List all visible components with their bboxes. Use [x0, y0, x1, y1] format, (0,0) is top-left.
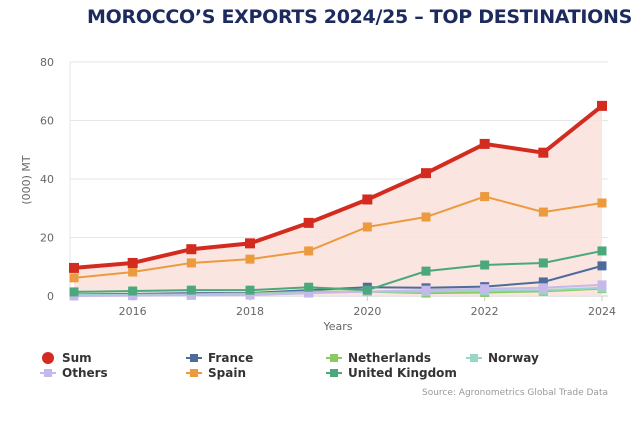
- data-point: [538, 277, 548, 287]
- legend-label: Others: [62, 366, 108, 380]
- data-point: [245, 238, 255, 249]
- legend-marker: [42, 352, 54, 364]
- data-point: [128, 286, 138, 296]
- data-point: [245, 285, 255, 295]
- legend-item-norway[interactable]: Norway: [466, 351, 539, 365]
- legend-marker: [330, 369, 338, 377]
- legend-label: United Kingdom: [348, 366, 457, 380]
- x-tick-label: 2024: [588, 305, 616, 318]
- series-spain: [69, 192, 607, 283]
- data-point: [597, 198, 607, 208]
- data-point: [480, 284, 490, 294]
- data-point: [69, 287, 79, 297]
- legend-label: Spain: [208, 366, 246, 380]
- data-point: [128, 267, 138, 277]
- x-tick-label: 2016: [119, 305, 147, 318]
- data-point: [479, 138, 490, 149]
- data-point: [597, 261, 607, 271]
- chart-title: MOROCCO’S EXPORTS 2024/25 – TOP DESTINAT…: [87, 6, 632, 28]
- data-point: [421, 285, 431, 295]
- y-tick-label: 40: [40, 173, 54, 186]
- data-point: [538, 258, 548, 268]
- data-point: [128, 291, 138, 301]
- data-point: [245, 254, 255, 264]
- data-point: [597, 246, 607, 256]
- legend-label: Sum: [62, 351, 92, 365]
- data-point: [304, 246, 314, 256]
- data-point: [538, 147, 549, 158]
- legend-item-others[interactable]: Others: [40, 366, 108, 380]
- data-point: [480, 260, 490, 270]
- legend-label: Norway: [488, 351, 539, 365]
- data-point: [186, 290, 196, 300]
- data-point: [538, 283, 548, 293]
- series-united-kingdom: [69, 246, 607, 297]
- series-sum: [69, 100, 607, 273]
- data-point: [127, 257, 138, 268]
- data-point: [480, 192, 490, 202]
- series-line: [73, 283, 603, 297]
- data-point: [421, 168, 431, 179]
- data-point: [362, 285, 372, 295]
- data-point: [597, 100, 607, 111]
- data-point: [186, 244, 197, 255]
- data-point: [245, 290, 255, 300]
- series-line: [73, 249, 603, 293]
- series-line: [73, 104, 604, 270]
- legend-marker: [190, 354, 198, 362]
- data-point: [597, 280, 607, 290]
- legend-item-united-kingdom[interactable]: United Kingdom: [326, 366, 457, 380]
- y-tick-label: 0: [47, 290, 54, 303]
- y-tick-label: 80: [40, 56, 54, 69]
- data-point: [186, 285, 196, 295]
- y-tick-label: 20: [40, 232, 54, 245]
- source-note: Source: Agronometrics Global Trade Data: [422, 388, 608, 398]
- data-point: [362, 194, 373, 205]
- y-tick-label: 60: [40, 115, 54, 128]
- data-point: [69, 273, 79, 283]
- legend-item-sum[interactable]: Sum: [42, 351, 92, 365]
- legend-item-france[interactable]: France: [186, 351, 253, 365]
- x-axis-title: Years: [322, 320, 352, 333]
- data-point: [69, 262, 79, 273]
- legend-marker: [44, 369, 52, 377]
- data-point: [538, 207, 548, 217]
- data-point: [362, 222, 372, 232]
- legend-item-netherlands[interactable]: Netherlands: [326, 351, 431, 365]
- data-point: [304, 282, 314, 292]
- x-tick-label: 2020: [353, 305, 381, 318]
- legend-label: France: [208, 351, 253, 365]
- x-tick-label: 2022: [471, 305, 499, 318]
- y-axis-title: (000) MT: [20, 155, 33, 205]
- data-point: [421, 266, 431, 276]
- legend-label: Netherlands: [348, 351, 431, 365]
- legend-marker: [190, 369, 198, 377]
- data-point: [303, 217, 314, 228]
- legend-item-spain[interactable]: Spain: [186, 366, 246, 380]
- series-line: [73, 195, 603, 279]
- legend-marker: [330, 354, 338, 362]
- sum-area: [74, 105, 602, 296]
- data-point: [186, 258, 196, 268]
- x-tick-label: 2018: [236, 305, 264, 318]
- data-point: [304, 288, 314, 298]
- data-point: [421, 212, 431, 222]
- legend-marker: [470, 354, 478, 362]
